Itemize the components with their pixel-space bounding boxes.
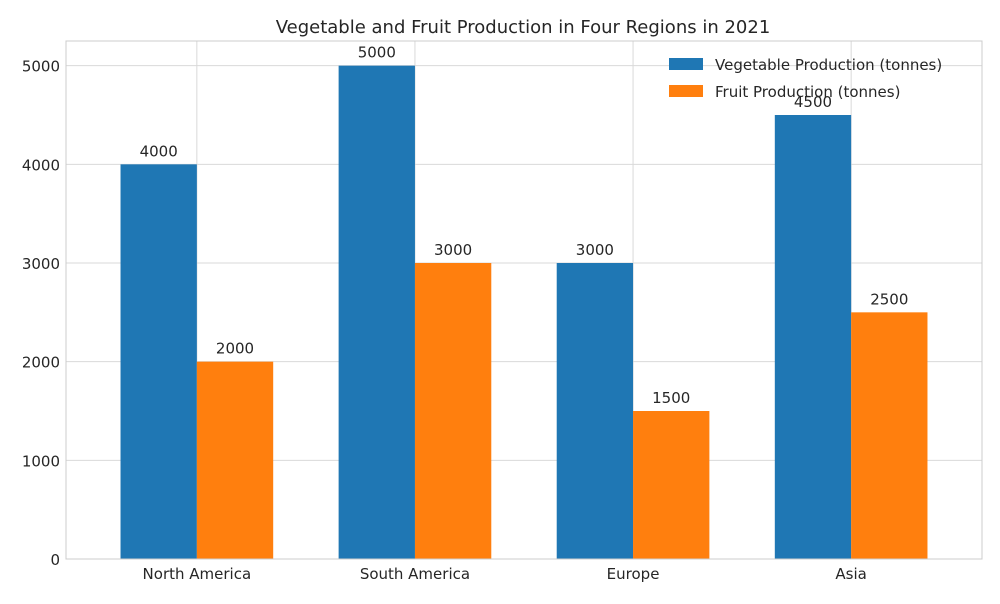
bar-vegetable bbox=[556, 263, 634, 559]
chart-title: Vegetable and Fruit Production in Four R… bbox=[276, 17, 771, 38]
data-label: 2500 bbox=[870, 290, 908, 308]
data-label: 1500 bbox=[652, 389, 690, 407]
y-tick-label: 5000 bbox=[22, 58, 60, 76]
bar-fruit bbox=[414, 263, 492, 559]
data-label-layer: 4000 5000 3000 4500 2000 3000 1500 2500 bbox=[140, 44, 909, 407]
plot-frame bbox=[65, 40, 983, 560]
bar-fruit bbox=[633, 411, 710, 559]
bar-layer bbox=[120, 65, 928, 560]
bar-vegetable bbox=[120, 164, 197, 560]
legend-label: Vegetable Production (tonnes) bbox=[715, 56, 942, 74]
bar-vegetable bbox=[338, 65, 415, 560]
data-label: 4000 bbox=[140, 142, 178, 160]
x-tick-label: Asia bbox=[835, 565, 866, 583]
x-tick-label: Europe bbox=[607, 565, 660, 583]
data-label: 5000 bbox=[358, 44, 396, 62]
data-label: 3000 bbox=[434, 241, 472, 259]
legend-swatch bbox=[669, 85, 703, 97]
y-tick-label: 3000 bbox=[22, 255, 60, 273]
bar-vegetable bbox=[774, 115, 852, 559]
y-tick-label: 4000 bbox=[22, 156, 60, 174]
bar-fruit bbox=[196, 361, 274, 559]
y-tick-label: 1000 bbox=[22, 452, 60, 470]
axis-layer: 0 1000 2000 3000 4000 5000 North America South … bbox=[22, 40, 983, 583]
legend: Vegetable Production (tonnes) Fruit Produ… bbox=[669, 56, 942, 101]
data-label: 2000 bbox=[216, 340, 254, 358]
legend-swatch bbox=[669, 58, 703, 70]
data-label: 4500 bbox=[794, 93, 832, 111]
x-tick-label: North America bbox=[143, 565, 252, 583]
y-tick-label: 2000 bbox=[22, 354, 60, 372]
x-tick-label: South America bbox=[360, 565, 470, 583]
y-tick-label: 0 bbox=[50, 551, 60, 569]
legend-label: Fruit Production (tonnes) bbox=[715, 83, 900, 101]
bar-fruit bbox=[851, 312, 928, 559]
data-label: 3000 bbox=[576, 241, 614, 259]
